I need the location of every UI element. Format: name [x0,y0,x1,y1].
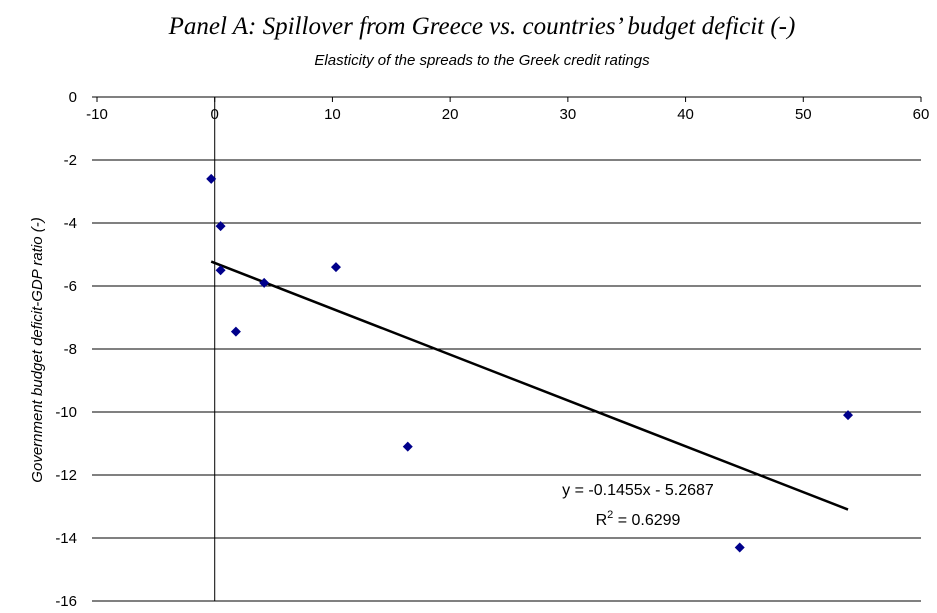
axes [92,96,922,602]
x-tick-label: 20 [442,106,459,123]
r-squared-superscript: 2 [607,509,613,521]
data-point [402,441,413,452]
x-tick-label: 40 [677,106,694,123]
x-tick-label: -10 [86,106,108,123]
data-point [215,221,226,232]
y-tick-label: -10 [55,404,77,421]
r-squared-value: = 0.6299 [613,512,680,529]
data-point [206,173,217,184]
data-points [206,173,854,553]
x-tick-label: 10 [324,106,341,123]
y-tick-label: -4 [64,215,77,232]
data-point [230,326,241,337]
data-point [215,265,226,276]
trendline-group [210,260,849,511]
trendline-equation: y = -0.1455x - 5.2687 [562,482,714,499]
data-point [734,542,745,553]
y-tick-label: -8 [64,341,77,358]
x-tick-label: 60 [913,106,930,123]
y-tick-label: 0 [69,89,77,106]
gridlines [97,159,921,602]
y-tick-labels: 0 -2 -4 -6 -8 -10 -12 -14 -16 [55,89,77,610]
y-axis-label: Government budget deficit-GDP ratio (-) [29,217,46,482]
data-point [843,410,854,421]
r-squared-label: R2 = 0.6299 [596,509,681,529]
trendline [210,260,849,511]
y-tick-label: -16 [55,593,77,610]
x-tick-labels: -10 0 10 20 30 40 50 60 [86,106,929,123]
data-point [330,262,341,273]
y-tick-label: -12 [55,467,77,484]
chart-title: Panel A: Spillover from Greece vs. count… [168,13,796,40]
y-tick-label: -6 [64,278,77,295]
x-tick-label: 0 [211,106,219,123]
x-tick-label: 50 [795,106,812,123]
y-tick-label: -14 [55,530,77,547]
y-tick-label: -2 [64,152,77,169]
r-squared-prefix: R [596,512,608,529]
data-point [259,277,270,288]
x-tick-label: 30 [560,106,577,123]
chart-subtitle: Elasticity of the spreads to the Greek c… [314,52,650,69]
